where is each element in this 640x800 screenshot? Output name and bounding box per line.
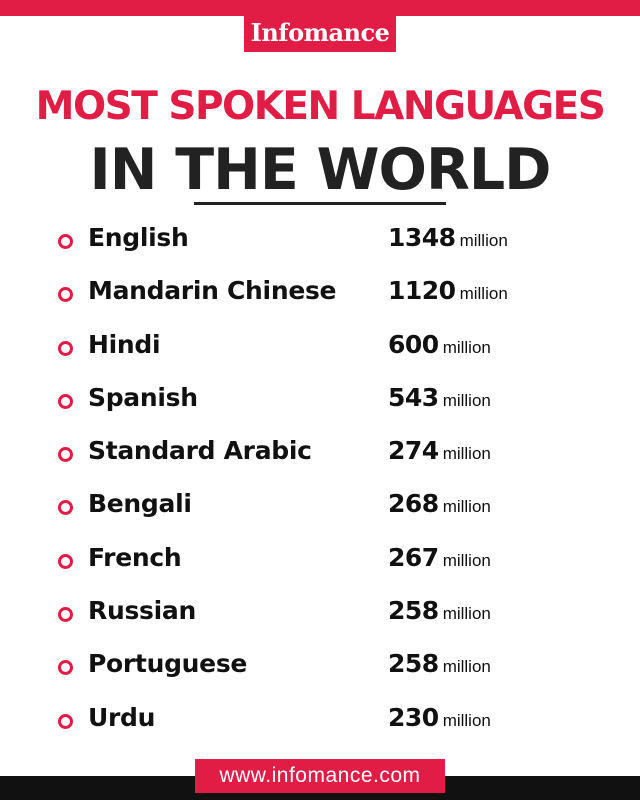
speaker-count-value: 258 [388, 596, 439, 626]
speaker-count-value: 274 [388, 436, 439, 466]
language-row: French 267 million [0, 536, 640, 589]
language-name: Spanish [88, 382, 198, 412]
speaker-count: 1348 million [388, 222, 508, 254]
speaker-count-unit: million [459, 231, 508, 250]
language-row: Portuguese 258 million [0, 642, 640, 695]
speaker-count-unit: million [442, 657, 491, 677]
language-row: Russian 258 million [0, 589, 640, 642]
circle-bullet-icon [58, 713, 73, 729]
speaker-count-value: 230 [388, 702, 439, 732]
language-name: Russian [88, 596, 196, 626]
speaker-count-value: 258 [388, 649, 439, 679]
circle-bullet-icon [58, 500, 73, 516]
language-row: Mandarin Chinese 1120 million [0, 269, 640, 322]
website-url[interactable]: www.infomance.com [195, 759, 445, 793]
speaker-count-unit: million [442, 604, 491, 624]
page-title-line-2: IN THE WORLD [89, 137, 552, 203]
speaker-count-unit: million [442, 390, 491, 410]
language-row: Bengali 268 million [0, 482, 640, 535]
speaker-count-unit: million [442, 337, 491, 357]
circle-bullet-icon [58, 447, 73, 463]
circle-bullet-icon [58, 287, 73, 303]
speaker-count-unit: million [442, 710, 491, 730]
circle-bullet-icon [58, 340, 73, 356]
language-name: Urdu [88, 702, 156, 732]
speaker-count-unit: million [442, 497, 491, 517]
language-row: Hindi 600 million [0, 323, 640, 376]
language-list: English 1348 million Mandarin Chinese 1120 mi… [0, 216, 640, 749]
language-name: Bengali [88, 489, 192, 519]
speaker-count: 258 million [388, 595, 491, 627]
language-row: Urdu 230 million [0, 696, 640, 749]
language-name: Hindi [88, 329, 161, 359]
circle-bullet-icon [58, 607, 73, 623]
language-row: English 1348 million [0, 216, 640, 269]
language-row: Spanish 543 million [0, 376, 640, 429]
title-underline [194, 202, 446, 205]
speaker-count-unit: million [459, 284, 508, 304]
speaker-count-value: 268 [388, 489, 439, 519]
circle-bullet-icon [58, 393, 73, 409]
speaker-count: 1120 million [388, 275, 508, 307]
speaker-count-unit: million [442, 444, 491, 464]
speaker-count: 274 million [388, 435, 491, 467]
circle-bullet-icon [58, 553, 73, 569]
language-row: Standard Arabic 274 million [0, 429, 640, 482]
speaker-count-value: 1120 [388, 276, 456, 306]
speaker-count: 267 million [388, 542, 491, 574]
circle-bullet-icon [58, 660, 73, 676]
speaker-count: 543 million [388, 382, 491, 414]
speaker-count-value: 543 [388, 382, 439, 412]
speaker-count-value: 1348 [388, 223, 456, 252]
language-name: English [88, 223, 189, 252]
speaker-count: 268 million [388, 488, 491, 520]
circle-bullet-icon [58, 234, 73, 249]
page-title-line-1: MOST SPOKEN LANGUAGES [35, 84, 606, 129]
language-name: French [88, 542, 182, 572]
speaker-count-value: 600 [388, 329, 439, 359]
speaker-count-unit: million [442, 550, 491, 570]
top-accent-bar [0, 0, 640, 16]
language-name: Portuguese [88, 649, 248, 679]
language-name: Mandarin Chinese [88, 276, 337, 306]
language-name: Standard Arabic [88, 436, 312, 466]
speaker-count: 230 million [388, 702, 491, 734]
speaker-count-value: 267 [388, 542, 439, 572]
speaker-count: 600 million [388, 329, 491, 361]
speaker-count: 258 million [388, 648, 491, 680]
brand-logo: Infomance [244, 14, 396, 52]
